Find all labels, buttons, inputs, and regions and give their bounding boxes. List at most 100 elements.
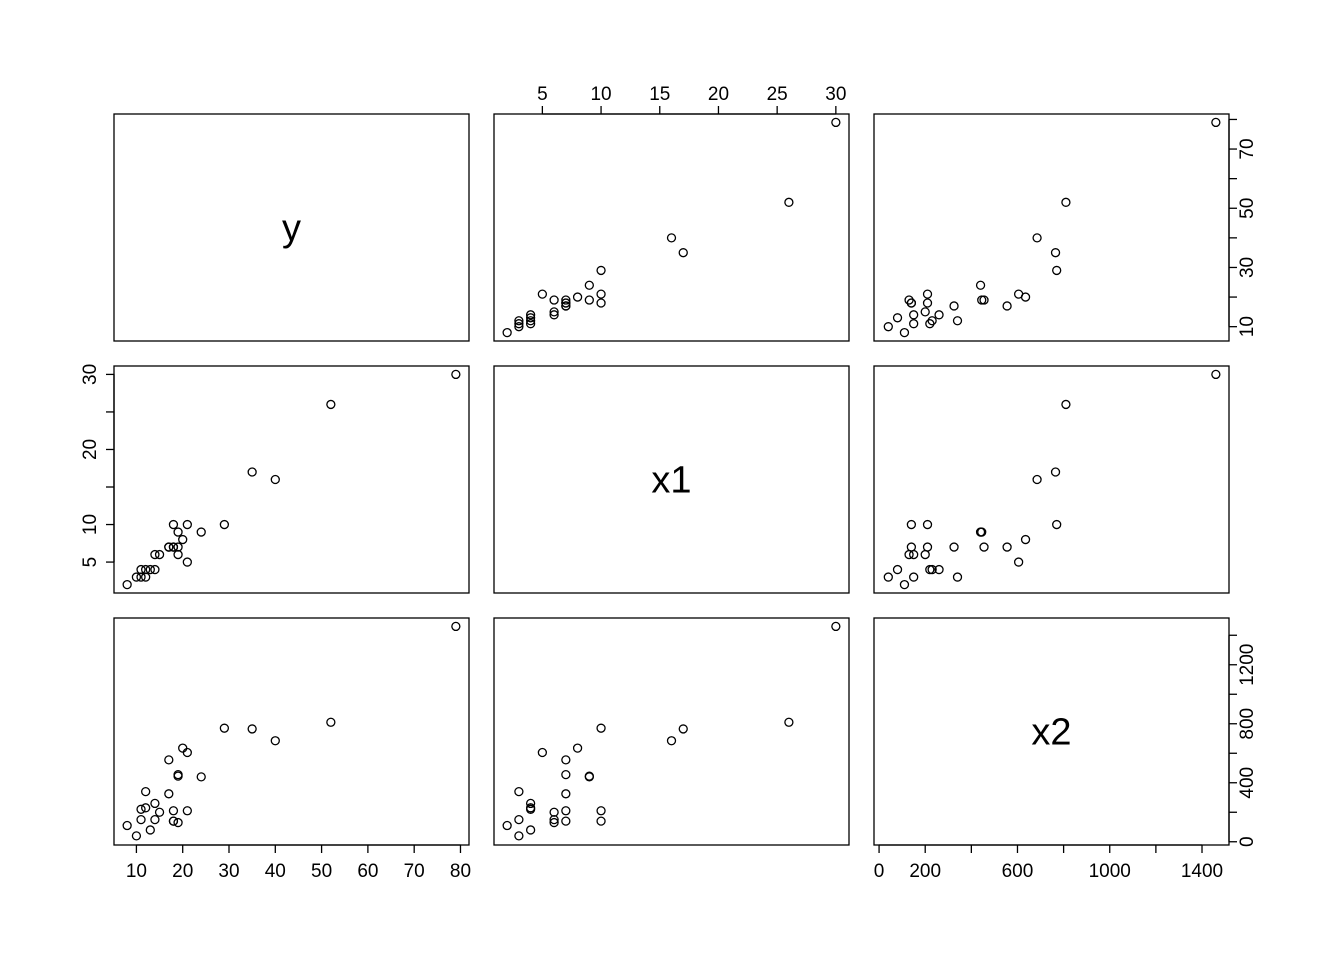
point-y-vs-x2-1: [1061, 197, 1071, 207]
point-y-vs-x1-6: [596, 289, 606, 299]
point-y-vs-x2-23: [909, 319, 919, 329]
panel-frame-y-x1: [493, 113, 850, 342]
point-x2-vs-y-13: [168, 816, 179, 826]
point-x2-vs-y-26: [122, 820, 132, 831]
point-x2-vs-x1-0: [831, 621, 841, 632]
point-x1-vs-y-18: [150, 549, 160, 560]
point-x2-vs-y-14: [168, 806, 179, 816]
point-y-vs-x1-2: [666, 233, 677, 243]
right-axis-y-tick-label: 70: [1237, 138, 1258, 159]
bottom-axis-y-tick-label: 50: [311, 861, 332, 882]
right-axis-x2-tick-label: 0: [1237, 836, 1258, 847]
point-y-vs-x1-18: [549, 310, 559, 320]
point-x1-vs-x2-12: [906, 519, 917, 530]
point-y-vs-x1-14: [561, 298, 571, 308]
point-y-vs-x1-4: [596, 265, 606, 276]
point-y-vs-x2-15: [949, 301, 959, 311]
point-x1-vs-x2-25: [883, 572, 893, 582]
point-x1-vs-x2-26: [899, 579, 910, 590]
point-x1-vs-x2-18: [909, 549, 919, 560]
point-x2-vs-x1-9: [561, 769, 571, 780]
point-x2-vs-y-1: [326, 717, 336, 727]
point-x2-vs-x1-26: [502, 820, 512, 831]
bottom-axis-y-tick-label: 80: [450, 861, 471, 882]
point-x1-vs-y-24: [136, 564, 146, 575]
point-y-vs-x2-26: [899, 327, 910, 338]
point-x1-vs-y-25: [131, 572, 142, 582]
right-axis-x2-tick-label: 1200: [1237, 644, 1258, 686]
point-x2-vs-y-25: [131, 831, 142, 841]
variable-label-x1: x1: [651, 460, 691, 502]
point-y-vs-x2-2: [1032, 233, 1042, 243]
point-x1-vs-x2-17: [920, 549, 930, 560]
point-x2-vs-x1-19: [525, 798, 536, 809]
point-x1-vs-x2-16: [1002, 542, 1012, 552]
panel-frame-y-y: [113, 113, 470, 342]
point-x2-vs-x1-18: [549, 814, 559, 825]
point-x2-vs-y-16: [164, 755, 174, 765]
point-x2-vs-y-22: [141, 786, 151, 797]
point-y-vs-x2-4: [1052, 265, 1062, 276]
bottom-axis-y-tick-label: 10: [126, 861, 147, 882]
point-y-vs-x1-25: [514, 322, 524, 332]
point-x2-vs-x1-23: [514, 814, 524, 825]
point-y-vs-x2-24: [925, 319, 935, 329]
point-y-vs-x2-8: [1020, 292, 1031, 302]
point-x2-vs-y-23: [136, 814, 146, 825]
point-x2-vs-y-10: [173, 817, 183, 828]
point-y-vs-x1-17: [549, 307, 559, 317]
bottom-axis-y-tick-label: 70: [404, 861, 425, 882]
point-y-vs-x1-0: [831, 117, 841, 128]
point-y-vs-x2-0: [1211, 117, 1221, 128]
point-x1-vs-x2-15: [949, 542, 959, 552]
point-y-vs-x1-23: [514, 319, 524, 329]
bottom-axis-x2-tick-label: 200: [909, 861, 941, 882]
point-x1-vs-x2-24: [925, 564, 935, 575]
point-x2-vs-x1-20: [525, 825, 536, 835]
point-x1-vs-y-3: [247, 467, 257, 477]
point-y-vs-x2-13: [906, 298, 917, 308]
point-y-vs-x1-5: [584, 280, 594, 290]
point-y-vs-x1-11: [584, 295, 594, 305]
point-x1-vs-y-6: [182, 519, 192, 530]
bottom-axis-x2-tick-label: 600: [1002, 861, 1034, 882]
point-x2-vs-y-20: [145, 825, 155, 835]
right-axis-y-tick-label: 10: [1237, 316, 1258, 337]
point-x2-vs-x1-12: [596, 816, 606, 826]
point-x1-vs-y-4: [219, 519, 230, 530]
point-x1-vs-y-16: [164, 542, 174, 552]
point-x1-vs-y-10: [173, 549, 183, 560]
point-x2-vs-x1-1: [784, 717, 794, 727]
point-y-vs-x1-22: [514, 316, 524, 326]
bottom-axis-x2-tick-label: 1000: [1089, 861, 1131, 882]
point-x1-vs-x2-1: [1061, 399, 1071, 410]
point-x1-vs-x2-13: [906, 542, 917, 552]
point-x2-vs-x1-15: [561, 789, 571, 799]
point-y-vs-x2-20: [892, 313, 903, 323]
point-x1-vs-x2-3: [1050, 467, 1061, 477]
bottom-axis-x2-tick-label: 1400: [1181, 861, 1223, 882]
point-x2-vs-y-0: [451, 621, 461, 632]
panel-frame-x1-x2: [873, 365, 1230, 594]
point-x2-vs-x1-4: [596, 723, 606, 733]
point-y-vs-x2-21: [927, 316, 937, 326]
point-x1-vs-y-20: [145, 564, 155, 575]
bottom-axis-y-tick-label: 30: [218, 861, 239, 882]
left-axis-x1-tick-label: 30: [80, 364, 101, 385]
point-y-vs-x1-1: [784, 197, 794, 207]
left-axis-x1-tick-label: 20: [80, 439, 101, 460]
point-y-vs-x1-9: [561, 295, 571, 305]
point-x2-vs-x1-16: [561, 755, 571, 765]
right-axis-x2-tick-label: 400: [1237, 767, 1258, 799]
point-y-vs-x2-17: [920, 307, 930, 317]
point-x1-vs-y-11: [173, 527, 183, 537]
point-x1-vs-y-26: [122, 579, 132, 590]
point-x1-vs-y-1: [326, 399, 336, 410]
point-x2-vs-x1-2: [666, 736, 677, 746]
point-y-vs-x2-25: [883, 322, 893, 332]
point-x2-vs-x1-25: [514, 831, 524, 841]
point-x1-vs-y-0: [451, 369, 461, 380]
point-x1-vs-y-17: [154, 549, 165, 560]
point-x2-vs-x1-14: [561, 806, 571, 816]
